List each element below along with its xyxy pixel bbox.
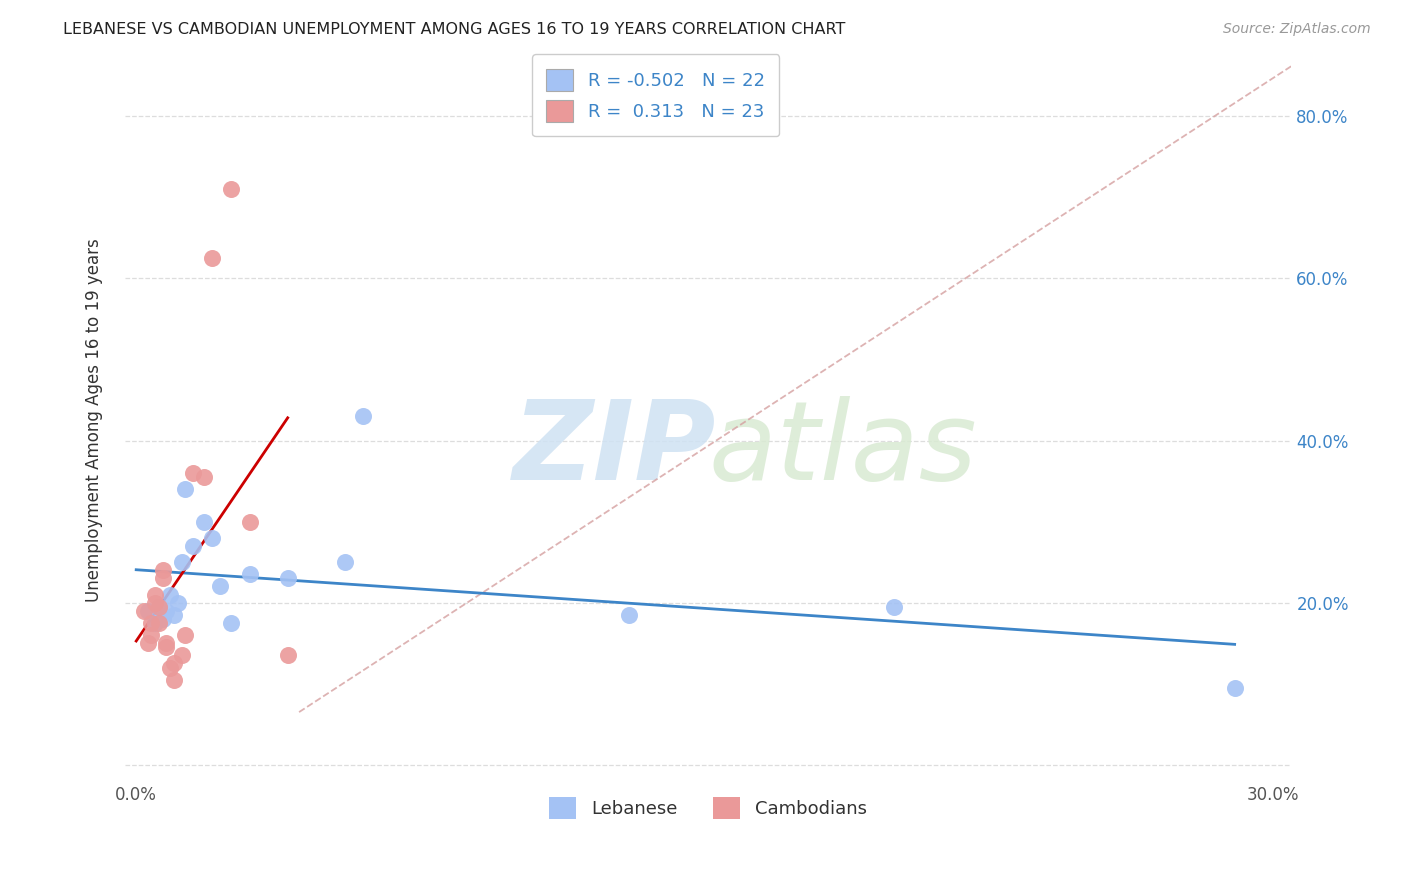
Point: [136, 636, 159, 650]
Point: [333, 555, 356, 569]
Text: ZIP: ZIP: [513, 396, 717, 503]
Point: [159, 660, 181, 674]
Point: [1223, 681, 1246, 695]
Point: [239, 567, 262, 582]
Point: [141, 628, 163, 642]
Point: [136, 604, 159, 618]
Point: [201, 251, 224, 265]
Point: [152, 571, 174, 585]
Point: [239, 515, 262, 529]
Point: [181, 466, 204, 480]
Point: [277, 648, 299, 663]
Point: [170, 648, 193, 663]
Point: [143, 588, 166, 602]
Legend: Lebanese, Cambodians: Lebanese, Cambodians: [543, 789, 875, 826]
Point: [219, 615, 242, 630]
Point: [883, 599, 905, 614]
Point: [201, 531, 224, 545]
Point: [143, 596, 166, 610]
Point: [170, 555, 193, 569]
Text: Source: ZipAtlas.com: Source: ZipAtlas.com: [1223, 22, 1371, 37]
Point: [155, 640, 177, 655]
Y-axis label: Unemployment Among Ages 16 to 19 years: Unemployment Among Ages 16 to 19 years: [86, 238, 103, 602]
Point: [152, 563, 174, 577]
Point: [148, 615, 170, 630]
Point: [208, 579, 231, 593]
Point: [148, 599, 170, 614]
Point: [181, 539, 204, 553]
Point: [163, 657, 186, 671]
Point: [155, 604, 177, 618]
Point: [141, 615, 163, 630]
Point: [163, 607, 186, 622]
Point: [152, 612, 174, 626]
Point: [617, 607, 640, 622]
Point: [219, 182, 242, 196]
Point: [163, 673, 186, 687]
Point: [174, 482, 197, 496]
Point: [174, 628, 197, 642]
Point: [148, 599, 170, 614]
Point: [166, 596, 188, 610]
Text: LEBANESE VS CAMBODIAN UNEMPLOYMENT AMONG AGES 16 TO 19 YEARS CORRELATION CHART: LEBANESE VS CAMBODIAN UNEMPLOYMENT AMONG…: [63, 22, 845, 37]
Point: [132, 604, 155, 618]
Point: [155, 636, 177, 650]
Point: [159, 588, 181, 602]
Text: atlas: atlas: [709, 396, 977, 503]
Point: [143, 615, 166, 630]
Point: [353, 409, 375, 424]
Point: [193, 515, 215, 529]
Point: [277, 571, 299, 585]
Point: [193, 470, 215, 484]
